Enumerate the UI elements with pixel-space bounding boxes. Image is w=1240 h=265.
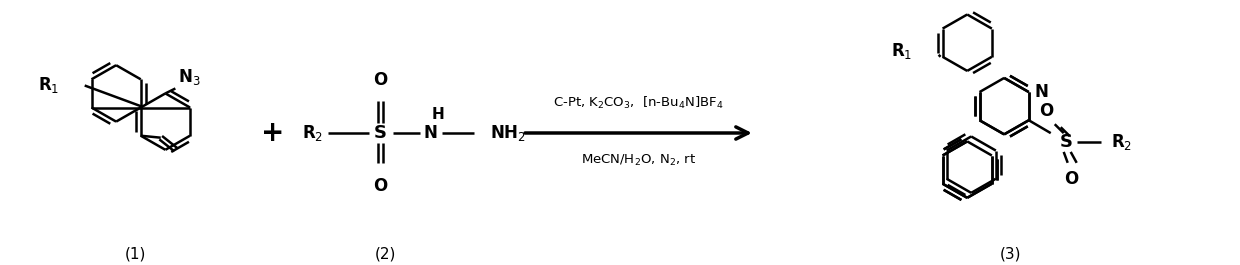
- Text: O: O: [373, 72, 388, 90]
- Text: O: O: [1039, 102, 1054, 120]
- Text: R$_1$: R$_1$: [38, 76, 60, 95]
- Text: S: S: [1060, 133, 1073, 151]
- Text: N: N: [424, 124, 438, 142]
- Text: N$_3$: N$_3$: [179, 68, 201, 87]
- Text: H: H: [432, 107, 445, 122]
- Text: O: O: [1065, 170, 1079, 188]
- Text: NH$_2$: NH$_2$: [490, 123, 526, 143]
- Text: MeCN/H$_2$O, N$_2$, rt: MeCN/H$_2$O, N$_2$, rt: [580, 153, 696, 168]
- Text: C-Pt, K$_2$CO$_3$,  [n-Bu$_4$N]BF$_4$: C-Pt, K$_2$CO$_3$, [n-Bu$_4$N]BF$_4$: [553, 95, 724, 111]
- Text: S: S: [374, 124, 387, 142]
- Text: N: N: [1034, 83, 1049, 101]
- Text: R$_2$: R$_2$: [303, 123, 324, 143]
- Text: (1): (1): [125, 246, 146, 261]
- Text: +: +: [262, 119, 284, 147]
- Text: (3): (3): [999, 246, 1022, 261]
- Text: O: O: [373, 176, 388, 195]
- Text: R$_2$: R$_2$: [1111, 132, 1132, 152]
- Text: (2): (2): [374, 246, 397, 261]
- Text: R$_1$: R$_1$: [892, 41, 913, 61]
